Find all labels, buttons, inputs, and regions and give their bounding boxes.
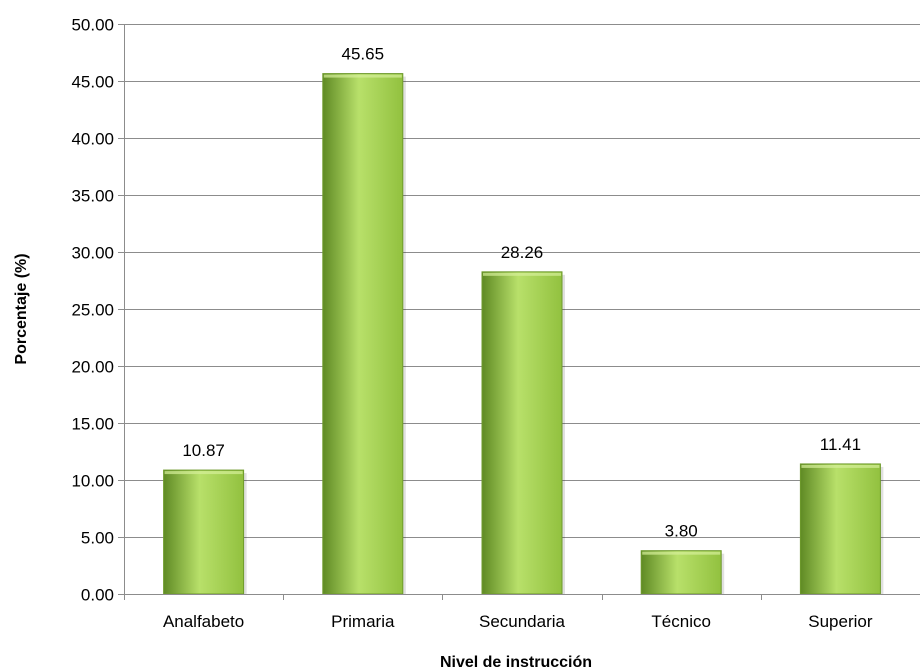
data-label: 28.26 bbox=[501, 243, 544, 262]
data-label: 10.87 bbox=[182, 441, 225, 460]
bar-analfabeto bbox=[163, 469, 245, 595]
bar-superior bbox=[799, 463, 881, 595]
y-tick-label: 40.00 bbox=[71, 130, 114, 149]
bar-secundaria bbox=[481, 271, 563, 595]
y-tick-label: 0.00 bbox=[81, 586, 114, 605]
bar-highlight bbox=[483, 272, 561, 276]
x-tick-label: Primaria bbox=[331, 612, 395, 631]
y-tick-label: 30.00 bbox=[71, 244, 114, 263]
x-axis-title: Nivel de instrucción bbox=[440, 654, 592, 671]
bar-highlight bbox=[642, 551, 721, 555]
x-tick-label: Superior bbox=[808, 612, 873, 631]
bar-highlight bbox=[164, 471, 243, 475]
y-tick-label: 35.00 bbox=[71, 187, 114, 206]
y-tick-label: 25.00 bbox=[71, 301, 114, 320]
bar-highlight bbox=[801, 464, 880, 468]
y-tick-label: 10.00 bbox=[71, 472, 114, 491]
bars bbox=[163, 73, 884, 595]
data-label: 45.65 bbox=[342, 45, 385, 64]
y-axis-title: Porcentaje (%) bbox=[13, 253, 30, 364]
data-label: 3.80 bbox=[665, 522, 698, 541]
y-tick-label: 20.00 bbox=[71, 358, 114, 377]
x-tick-label: Técnico bbox=[651, 612, 711, 631]
x-tick-label: Analfabeto bbox=[163, 612, 244, 631]
labels: 0.00 5.00 10.00 15.00 20.00 25.00 30.00 35.00 40… bbox=[71, 16, 872, 632]
x-tick-label: Secundaria bbox=[479, 612, 566, 631]
y-tick-label: 15.00 bbox=[71, 415, 114, 434]
y-tick-label: 5.00 bbox=[81, 529, 114, 548]
y-tick-label: 45.00 bbox=[71, 73, 114, 92]
axes bbox=[118, 24, 920, 600]
bar-primaria bbox=[322, 73, 404, 595]
bar-t-cnico bbox=[640, 550, 722, 595]
y-tick-label: 50.00 bbox=[71, 16, 114, 35]
bar-highlight bbox=[323, 74, 402, 78]
data-label: 11.41 bbox=[820, 435, 861, 454]
